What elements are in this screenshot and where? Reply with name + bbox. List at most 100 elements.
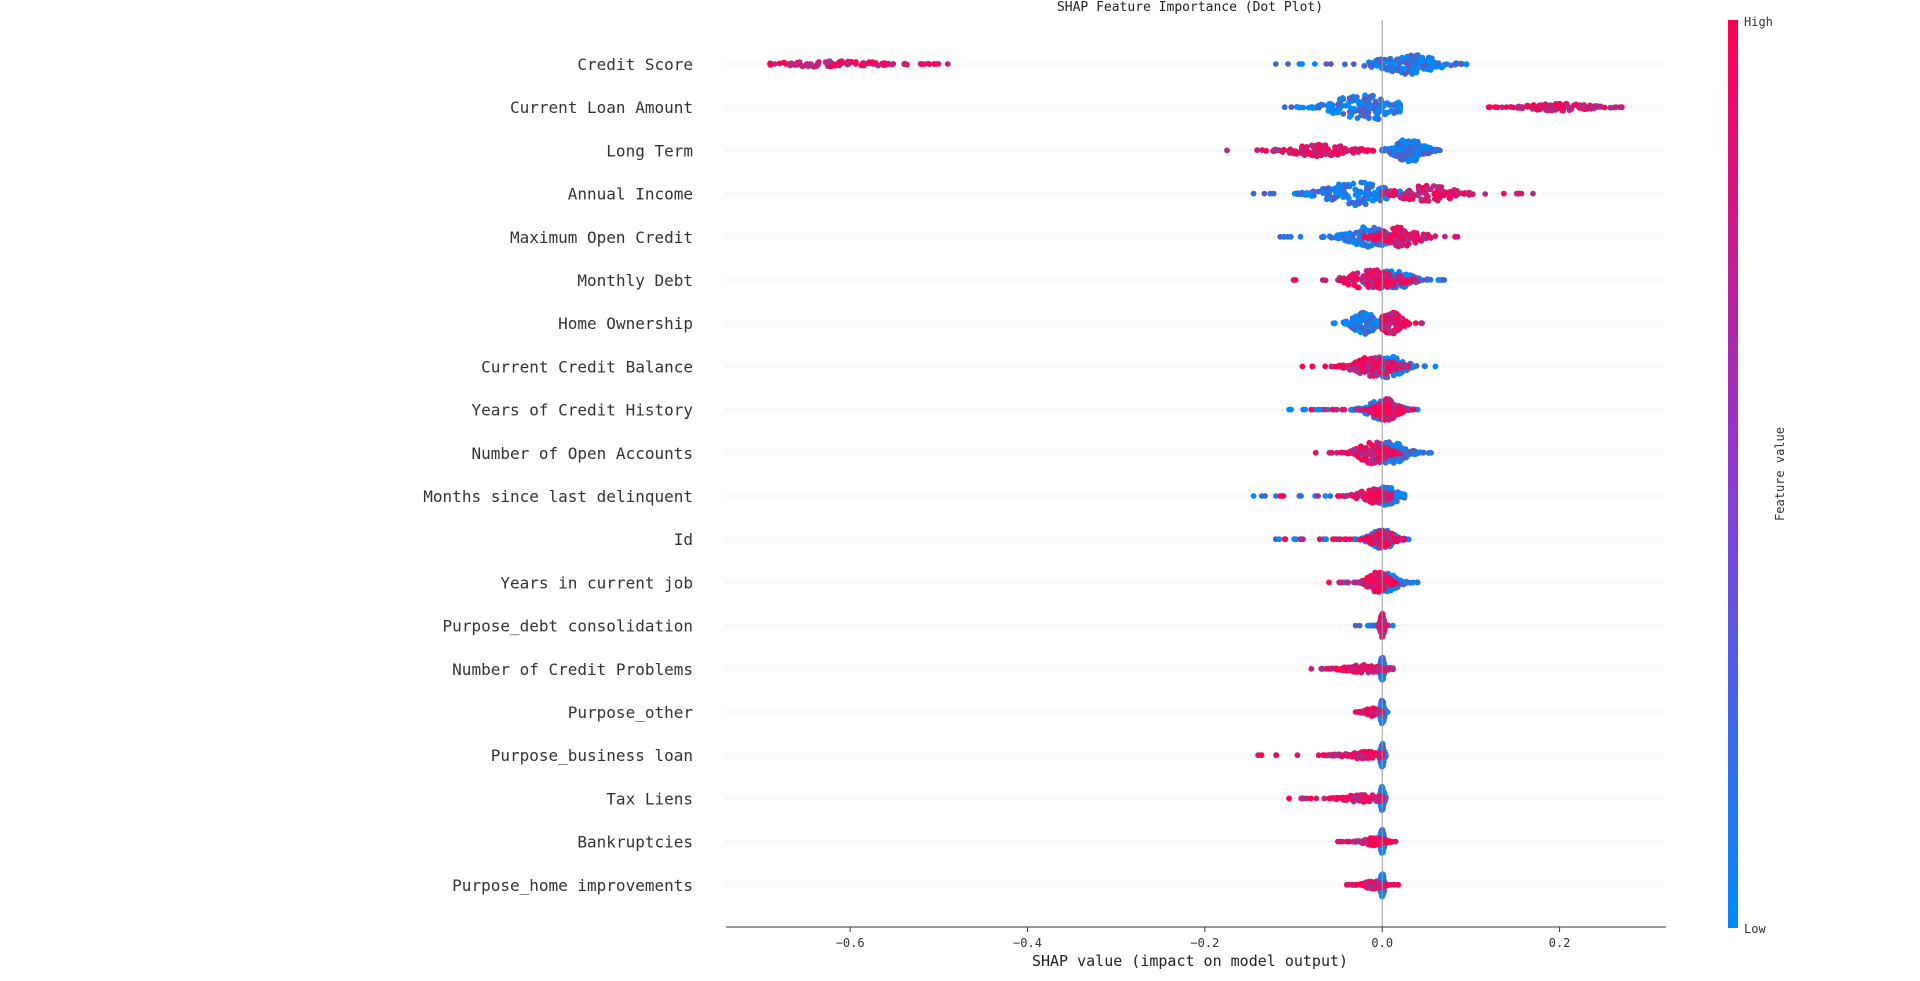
shap-dot — [1371, 460, 1378, 466]
shap-dot — [1328, 665, 1335, 672]
shap-dot — [1412, 320, 1419, 326]
feature-label: Home Ownership — [558, 314, 693, 333]
shap-dot — [1616, 104, 1623, 111]
shap-dot — [1309, 104, 1316, 111]
shap-dot — [901, 61, 908, 67]
shap-dot — [1358, 360, 1364, 367]
feature-label: Purpose_debt consolidation — [443, 617, 693, 636]
shap-dot — [1379, 667, 1386, 674]
shap-dot — [1400, 156, 1407, 163]
shap-dot — [1330, 194, 1337, 201]
feature-label: Number of Open Accounts — [471, 444, 693, 463]
shap-dot — [1420, 235, 1427, 241]
shap-dot — [1362, 406, 1369, 413]
shap-dot — [1388, 319, 1394, 326]
shap-dot — [1373, 667, 1379, 674]
shap-dot — [1323, 61, 1330, 67]
shap-dot — [1356, 200, 1362, 207]
shap-dot — [1391, 449, 1398, 455]
feature-row-dots — [1286, 396, 1421, 423]
shap-dot — [1419, 64, 1425, 71]
shap-dot — [1401, 492, 1408, 499]
shap-dot — [1363, 497, 1369, 503]
feature-row-dots — [1277, 224, 1461, 250]
shap-dot — [944, 61, 951, 67]
shap-dot — [889, 61, 895, 68]
shap-dot — [1435, 277, 1442, 283]
shap-dot — [1361, 445, 1368, 452]
feature-row-dots — [1330, 309, 1425, 337]
shap-dot — [1365, 100, 1372, 106]
shap-dot — [1387, 274, 1394, 280]
shap-dot — [1577, 102, 1583, 109]
shap-dot — [1365, 748, 1372, 755]
shap-dot — [1384, 280, 1390, 287]
shap-dot — [1494, 104, 1501, 111]
shap-dot — [1425, 193, 1431, 200]
shap-dot — [1315, 752, 1322, 759]
feature-label: Purpose_home improvements — [452, 876, 693, 895]
shap-dot — [1369, 62, 1376, 68]
shap-dot — [1279, 493, 1286, 499]
shap-dot — [1571, 102, 1577, 109]
shap-dot — [1346, 274, 1353, 280]
shap-dot — [1365, 281, 1372, 287]
shap-dot — [1385, 448, 1391, 454]
shap-dot — [1413, 69, 1420, 76]
shap-dot — [1292, 277, 1299, 283]
shap-dot — [1313, 795, 1320, 802]
shap-dot — [1554, 101, 1561, 108]
shap-dot — [1386, 149, 1393, 156]
shap-dot — [1510, 104, 1516, 111]
shap-dot — [1373, 62, 1380, 69]
shap-dot — [1375, 499, 1382, 506]
shap-dot — [1370, 705, 1377, 712]
shap-dot — [1466, 192, 1472, 198]
shap-dot — [1370, 540, 1376, 547]
shap-dot — [1273, 493, 1279, 499]
shap-dot — [1316, 536, 1323, 543]
shap-dot — [1403, 271, 1410, 278]
shap-dot — [1347, 536, 1353, 543]
shap-dot — [875, 62, 882, 69]
shap-dot — [1397, 450, 1403, 457]
shap-dot — [1552, 107, 1559, 113]
shap-dot — [1384, 542, 1391, 548]
shap-dot — [1326, 752, 1333, 758]
shap-dot — [1350, 751, 1357, 757]
shap-dot — [931, 61, 938, 67]
shap-dot — [1369, 284, 1376, 291]
shap-dot — [1344, 321, 1350, 327]
shap-dot — [1318, 152, 1324, 159]
shap-dot — [1294, 752, 1301, 759]
shap-dot — [1538, 104, 1545, 111]
shap-dot — [1307, 795, 1314, 802]
shap-dot — [1406, 145, 1412, 152]
shap-dot — [1390, 102, 1396, 109]
shap-dot — [1363, 273, 1370, 279]
shap-dot — [1369, 181, 1376, 188]
feature-label: Current Credit Balance — [481, 357, 693, 376]
shap-dot — [1281, 104, 1288, 111]
shap-dot — [1401, 232, 1408, 239]
shap-dot — [826, 58, 833, 65]
feature-label: Credit Score — [577, 55, 693, 74]
shap-dot — [1487, 104, 1494, 111]
shap-dot — [1385, 494, 1392, 501]
shap-dot — [1390, 353, 1396, 360]
shap-dot — [1366, 104, 1373, 111]
shap-dot — [1384, 237, 1390, 244]
shap-dot — [1361, 95, 1368, 102]
shap-dot — [1320, 102, 1326, 108]
shap-dot — [1320, 189, 1327, 196]
shap-dot — [1420, 449, 1427, 456]
shap-dot — [1359, 324, 1365, 331]
shap-dot — [1391, 231, 1397, 238]
shap-dot — [1357, 752, 1364, 759]
shap-dot — [1327, 102, 1333, 109]
shap-dot — [1263, 147, 1270, 154]
shap-dot — [1354, 270, 1361, 276]
shap-dot — [1327, 493, 1334, 499]
shap-dot — [1356, 101, 1363, 108]
shap-dot — [1362, 311, 1369, 318]
